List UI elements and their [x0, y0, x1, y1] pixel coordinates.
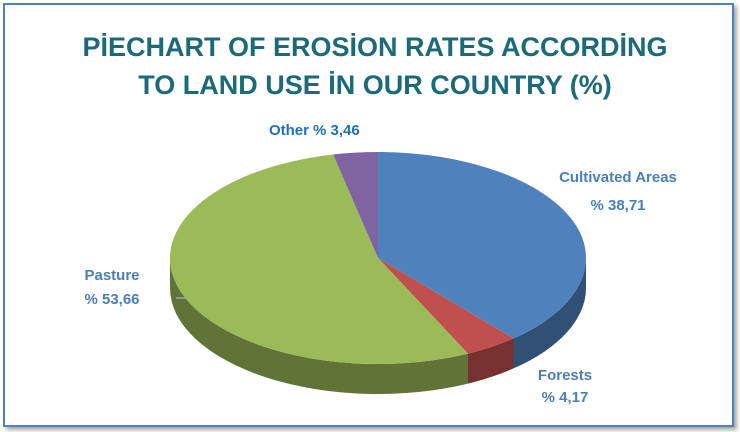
- data-label-name: Other: [269, 122, 309, 139]
- slice: [333, 152, 378, 258]
- data-label-name: Forests: [538, 367, 592, 384]
- data-label-name: Cultivated Areas: [559, 169, 677, 186]
- slice-side: [170, 258, 468, 395]
- data-label: % 53,66: [84, 291, 139, 308]
- slice: [378, 152, 586, 339]
- slice-side: [513, 258, 586, 369]
- data-label: % 4,17: [542, 389, 589, 406]
- chart-title: PİECHART OF EROSİON RATES ACCORDİNG TO L…: [82, 32, 668, 100]
- data-label-name: Pasture: [84, 267, 139, 284]
- slice: [169, 154, 468, 364]
- data-label: % 38,71: [590, 197, 645, 214]
- data-label: % 3,46: [313, 122, 360, 139]
- slice-side: [467, 338, 514, 384]
- slice: [378, 258, 514, 354]
